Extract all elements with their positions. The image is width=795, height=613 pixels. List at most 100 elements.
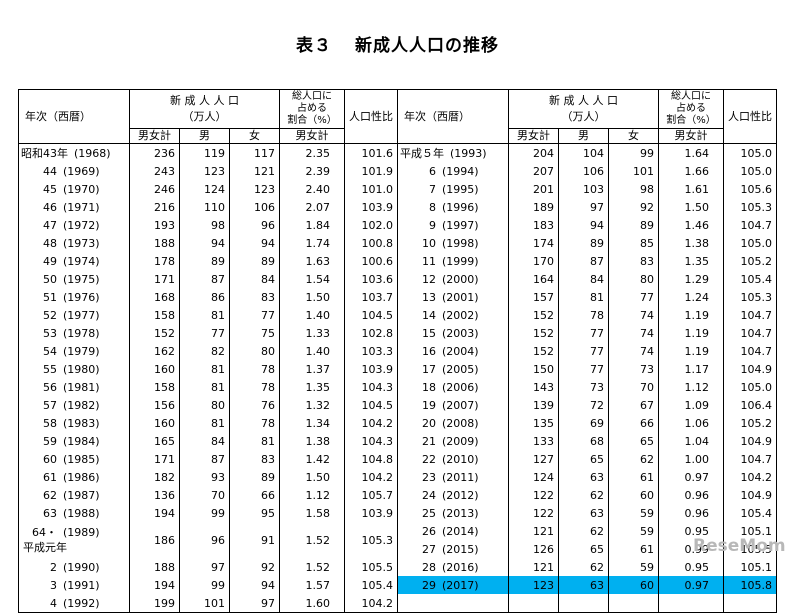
total-cell: 194 — [129, 504, 180, 522]
table-row: 3 (1991) 194 99 94 1.57 105.4 — [18, 576, 398, 594]
table-row: 60 (1985) 171 87 83 1.42 104.8 — [18, 450, 398, 468]
share-cell: 1.66 — [658, 162, 724, 180]
male-cell: 65 — [558, 540, 609, 558]
female-cell: 81 — [229, 432, 280, 450]
male-cell: 94 — [558, 216, 609, 234]
table-row: 61 (1986) 182 93 89 1.50 104.2 — [18, 468, 398, 486]
sex-ratio-cell: 105.1 — [723, 558, 777, 576]
male-cell: 103 — [558, 180, 609, 198]
year-cell: 63 (1988) — [18, 504, 130, 522]
table-row: 昭和43年 (1968) 236 119 117 2.35 101.6 — [18, 143, 398, 162]
year-cell: 59 (1984) — [18, 432, 130, 450]
total-cell: 204 — [508, 143, 559, 162]
total-cell: 188 — [129, 234, 180, 252]
female-cell: 83 — [229, 450, 280, 468]
year-cell: 29 (2017) — [397, 576, 509, 594]
male-cell: 62 — [558, 558, 609, 576]
female-cell: 89 — [229, 252, 280, 270]
female-cell: 74 — [608, 306, 659, 324]
header-share-line1: 総人口に — [292, 91, 332, 102]
sex-ratio-cell: 105.3 — [344, 522, 398, 558]
year-jp: 49 — [43, 254, 57, 268]
male-cell: 123 — [179, 162, 230, 180]
male-cell: 78 — [558, 306, 609, 324]
year-jp: 昭和43年 — [21, 146, 68, 160]
male-cell: 81 — [179, 414, 230, 432]
total-cell: 122 — [508, 504, 559, 522]
sex-ratio-cell: 103.9 — [344, 198, 398, 216]
year-cell: 50 (1975) — [18, 270, 130, 288]
male-cell: 81 — [179, 378, 230, 396]
year-western: (1994) — [442, 164, 479, 178]
total-cell: 193 — [129, 216, 180, 234]
female-cell: 84 — [229, 270, 280, 288]
year-cell: 22 (2010) — [397, 450, 509, 468]
header-new-adults-label: 新 成 人 人 口 — [549, 94, 618, 107]
male-cell: 77 — [558, 360, 609, 378]
share-cell: 0.96 — [658, 486, 724, 504]
table-row: 16 (2004) 152 77 74 1.19 104.7 — [397, 342, 777, 360]
year-jp: 24 — [422, 488, 436, 502]
total-cell: 143 — [508, 378, 559, 396]
header-year: 年次（西暦） — [397, 89, 509, 144]
year-jp: 3 — [50, 578, 57, 592]
table-row: 50 (1975) 171 87 84 1.54 103.6 — [18, 270, 398, 288]
total-cell — [508, 594, 559, 613]
year-cell: 15 (2003) — [397, 324, 509, 342]
year-cell: 55 (1980) — [18, 360, 130, 378]
sex-ratio-cell: 103.7 — [344, 288, 398, 306]
sex-ratio-cell: 105.0 — [723, 234, 777, 252]
share-cell: 0.97 — [658, 468, 724, 486]
year-western: (2001) — [442, 290, 479, 304]
year-cell: 7 (1995) — [397, 180, 509, 198]
header-share: 総人口に 占める 割合（%） — [279, 89, 345, 129]
year-western: (2006) — [442, 380, 479, 394]
male-cell: 99 — [179, 576, 230, 594]
male-cell: 81 — [179, 306, 230, 324]
male-cell: 106 — [558, 162, 609, 180]
year-western: (2007) — [442, 398, 479, 412]
table-row: 63 (1988) 194 99 95 1.58 103.9 — [18, 504, 398, 522]
share-cell: 1.40 — [279, 306, 345, 324]
female-cell: 59 — [608, 522, 659, 540]
male-cell: 84 — [179, 432, 230, 450]
year-jp: 7 — [429, 182, 436, 196]
female-cell: 70 — [608, 378, 659, 396]
header-total: 男女計 — [508, 128, 559, 144]
year-western: (1980) — [63, 362, 100, 376]
year-western: (2005) — [442, 362, 479, 376]
total-cell: 139 — [508, 396, 559, 414]
female-cell: 59 — [608, 504, 659, 522]
table-row: 8 (1996) 189 97 92 1.50 105.3 — [397, 198, 777, 216]
year-jp: 58 — [43, 416, 57, 430]
year-jp: 46 — [43, 200, 57, 214]
share-cell: 1.35 — [279, 378, 345, 396]
year-jp: 25 — [422, 506, 436, 520]
year-western: (2009) — [442, 434, 479, 448]
male-cell: 86 — [179, 288, 230, 306]
table-row: 18 (2006) 143 73 70 1.12 105.0 — [397, 378, 777, 396]
year-cell: 8 (1996) — [397, 198, 509, 216]
year-western: (1979) — [63, 344, 100, 358]
year-cell — [397, 594, 509, 613]
share-cell: 1.06 — [658, 414, 724, 432]
male-cell: 63 — [558, 576, 609, 594]
total-cell: 246 — [129, 180, 180, 198]
year-western: (1993) — [450, 146, 487, 160]
year-cell: 12 (2000) — [397, 270, 509, 288]
sex-ratio-cell: 104.2 — [344, 468, 398, 486]
female-cell: 66 — [608, 414, 659, 432]
female-cell: 89 — [229, 468, 280, 486]
share-cell: 0.95 — [658, 558, 724, 576]
table-row: 46 (1971) 216 110 106 2.07 103.9 — [18, 198, 398, 216]
year-jp: 60 — [43, 452, 57, 466]
share-cell: 1.09 — [658, 396, 724, 414]
female-cell: 89 — [608, 216, 659, 234]
female-cell: 61 — [608, 468, 659, 486]
year-jp: 18 — [422, 380, 436, 394]
male-cell: 89 — [179, 252, 230, 270]
female-cell: 99 — [608, 143, 659, 162]
sex-ratio-cell: 103.9 — [344, 360, 398, 378]
year-western: (1976) — [63, 290, 100, 304]
male-cell: 81 — [558, 288, 609, 306]
